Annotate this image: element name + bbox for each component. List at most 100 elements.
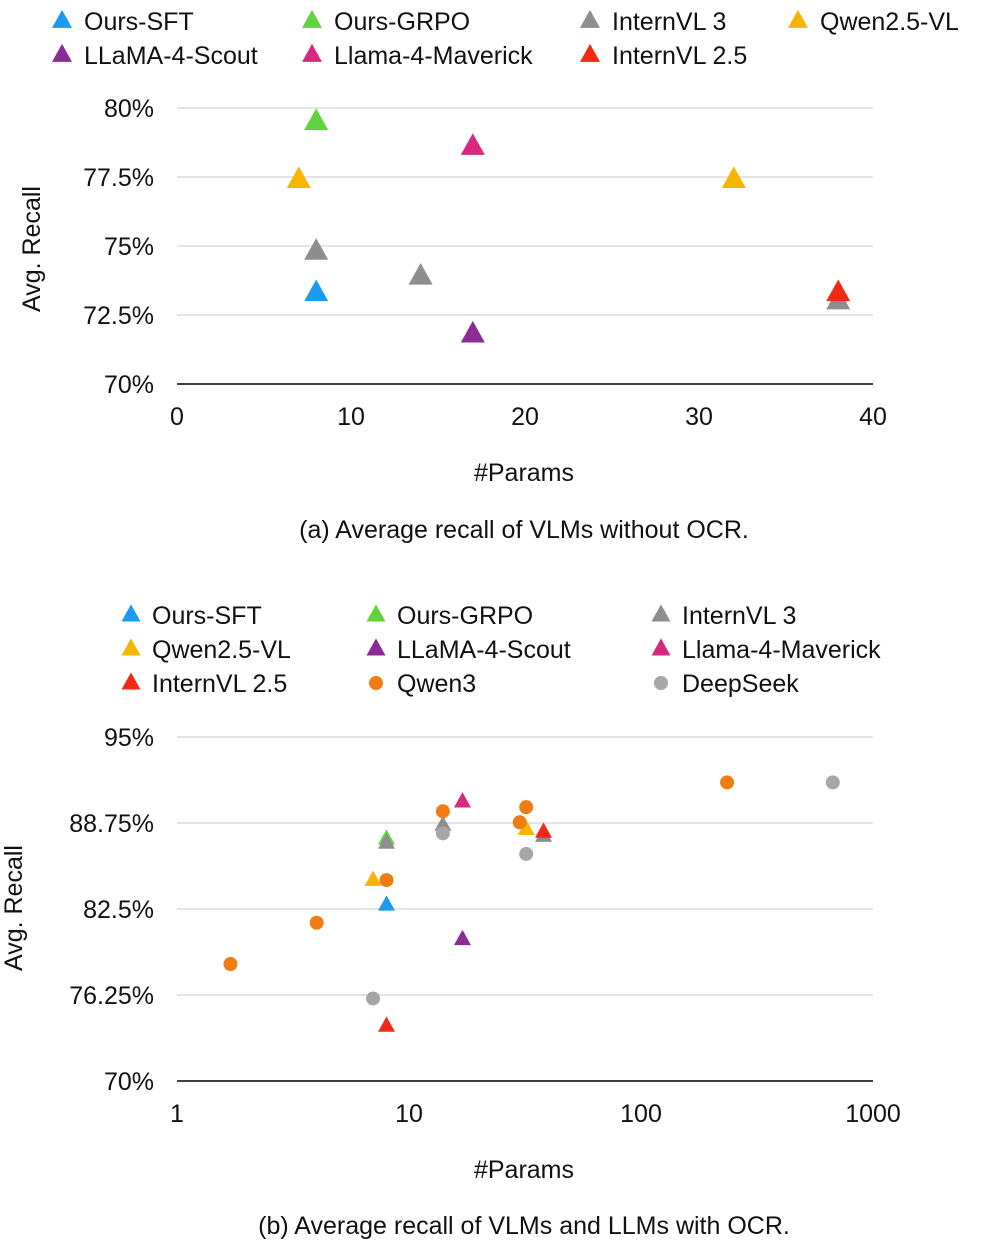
chart-b-point-deepseek (435, 826, 450, 841)
chart-a-legend: Ours-SFT Ours-GRPO InternVL 3 Qwen2.5-VL LLa… (52, 8, 959, 70)
chart-a-legend-marker-llama-4-scout (52, 43, 72, 62)
chart-b-legend-marker-llama-4-scout (366, 638, 386, 656)
chart-a-x-tick-label: 20 (511, 403, 539, 431)
chart-b-legend-label: LLaMA-4-Scout (397, 636, 571, 664)
chart-b-x-tick-label: 1 (170, 1100, 184, 1128)
chart-a-legend-label: Ours-SFT (84, 8, 194, 36)
chart-a-legend-label: Llama-4-Maverick (334, 42, 533, 70)
chart-b-point-qwen3 (519, 800, 534, 815)
chart-b-x-tick-label: 100 (620, 1100, 662, 1128)
chart-b-point-qwen3 (223, 957, 238, 972)
chart-a-caption: (a) Average recall of VLMs without OCR. (299, 516, 749, 544)
chart-b-point-qwen3 (309, 915, 324, 930)
chart-b-x-ticks: 1 10 100 1000 (170, 1100, 901, 1128)
chart-a-y-ticks: 70% 72.5% 75% 77.5% 80% (83, 95, 154, 399)
chart-b-legend-item-internvl-3: InternVL 3 (651, 602, 796, 630)
chart-a-x-ticks: 0 10 20 30 40 (170, 403, 887, 431)
chart-b-y-ticks: 70% 76.25% 82.5% 88.75% 95% (69, 724, 154, 1096)
chart-a-y-tick-label: 75% (104, 233, 154, 261)
chart-a-legend-label: LLaMA-4-Scout (84, 42, 258, 70)
chart-a-point-qwen2-5-vl (286, 166, 311, 188)
chart-b-point-llama-4-scout (453, 929, 471, 946)
chart-b-point-internvl-2-5 (378, 1016, 396, 1032)
chart-b-point-internvl-3 (378, 833, 396, 849)
chart-b-y-axis-title: Avg. Recall (0, 845, 28, 971)
chart-b-x-tick-label: 1000 (845, 1100, 901, 1128)
chart-a-x-axis-title: #Params (474, 459, 574, 487)
chart-a-legend-item-qwen2-5-vl: Qwen2.5-VL (788, 8, 959, 36)
chart-b-legend-label: InternVL 2.5 (152, 670, 287, 698)
chart-a-legend-marker-llama-4-maverick (302, 43, 322, 62)
chart-b-legend: Ours-SFT Ours-GRPO InternVL 3 Qwen2.5-VL LLa… (121, 602, 881, 698)
chart-a-marks (286, 108, 851, 343)
chart-a-point-ours-sft (304, 279, 329, 302)
chart-a-y-tick-label: 77.5% (83, 164, 154, 192)
chart-b-legend-item-ours-grpo: Ours-GRPO (366, 602, 533, 630)
chart-b: Ours-SFT Ours-GRPO InternVL 3 Qwen2.5-VL LLa… (0, 602, 901, 1240)
chart-b-legend-marker-qwen2-5-vl (121, 638, 141, 656)
chart-a-y-tick-label: 72.5% (83, 302, 154, 330)
chart-a-y-tick-label: 80% (104, 95, 154, 123)
chart-a-legend-label: InternVL 2.5 (612, 42, 747, 70)
chart-b-point-internvl-2-5 (535, 822, 553, 838)
chart-b-legend-item-llama-4-maverick: Llama-4-Maverick (651, 636, 881, 664)
chart-b-y-tick-label: 88.75% (69, 810, 154, 838)
chart-b-legend-item-deepseek: DeepSeek (654, 670, 799, 698)
chart-b-legend-item-qwen2-5-vl: Qwen2.5-VL (121, 636, 291, 664)
chart-a-legend-marker-ours-sft (52, 9, 72, 28)
chart-b-point-ours-sft (378, 895, 396, 911)
chart-b-legend-marker-ours-grpo (366, 604, 386, 622)
chart-b-y-tick-label: 70% (104, 1068, 154, 1096)
chart-a-legend-item-llama-4-maverick: Llama-4-Maverick (302, 42, 533, 70)
chart-a-point-internvl-3 (304, 238, 329, 260)
chart-b-point-qwen3 (720, 775, 735, 790)
chart-a-legend-label: Qwen2.5-VL (820, 8, 959, 36)
chart-b-point-deepseek (825, 775, 840, 790)
chart-b-marks (223, 775, 840, 1032)
chart-a-grid (177, 107, 873, 385)
chart-b-legend-label: Ours-SFT (152, 602, 262, 630)
chart-b-legend-marker-qwen3 (369, 676, 383, 690)
chart-a-legend-item-ours-sft: Ours-SFT (52, 8, 194, 36)
chart-b-legend-label: DeepSeek (682, 670, 799, 698)
chart-a-legend-marker-ours-grpo (302, 9, 322, 28)
chart-a-legend-marker-internvl-3 (580, 9, 600, 28)
chart-b-legend-label: Qwen3 (397, 670, 476, 698)
chart-b-x-tick-label: 10 (395, 1100, 423, 1128)
chart-b-legend-item-ours-sft: Ours-SFT (121, 602, 262, 630)
chart-b-point-qwen2-5-vl (517, 819, 535, 836)
chart-a-point-internvl-3 (408, 262, 433, 285)
chart-b-legend-marker-llama-4-maverick (651, 638, 671, 656)
chart-b-point-qwen3 (512, 815, 527, 830)
chart-a-point-llama-4-scout (460, 320, 485, 343)
chart-a-x-tick-label: 0 (170, 403, 184, 431)
chart-b-grid (177, 736, 873, 1082)
chart-a-x-tick-label: 40 (859, 403, 887, 431)
chart-a-point-llama-4-maverick (460, 133, 485, 155)
chart-b-legend-marker-deepseek (654, 676, 668, 690)
chart-b-legend-label: Qwen2.5-VL (152, 636, 291, 664)
chart-b-point-internvl-3 (434, 815, 452, 831)
chart-a-x-tick-label: 10 (337, 403, 365, 431)
chart-a-legend-marker-internvl-2-5 (580, 43, 600, 62)
chart-a-legend-item-ours-grpo: Ours-GRPO (302, 8, 470, 36)
chart-a-point-internvl-2-5 (826, 279, 851, 302)
chart-a-point-ours-grpo (304, 108, 329, 131)
chart-b-legend-label: Ours-GRPO (397, 602, 533, 630)
chart-b-legend-item-internvl-2-5: InternVL 2.5 (121, 670, 287, 698)
chart-b-legend-label: Llama-4-Maverick (682, 636, 881, 664)
chart-a-legend-label: InternVL 3 (612, 8, 726, 36)
chart-b-legend-marker-internvl-3 (651, 604, 671, 622)
chart-b-legend-marker-internvl-2-5 (121, 672, 141, 690)
chart-a-legend-label: Ours-GRPO (334, 8, 470, 36)
chart-a-legend-item-internvl-2-5: InternVL 2.5 (580, 42, 747, 70)
chart-a-legend-item-llama-4-scout: LLaMA-4-Scout (52, 42, 258, 70)
chart-b-point-qwen2-5-vl (364, 870, 382, 886)
chart-b-x-axis-title: #Params (474, 1156, 574, 1184)
chart-b-legend-label: InternVL 3 (682, 602, 796, 630)
chart-b-point-qwen3 (435, 804, 450, 819)
chart-b-legend-item-qwen3: Qwen3 (369, 670, 476, 698)
chart-b-legend-item-llama-4-scout: LLaMA-4-Scout (366, 636, 571, 664)
chart-b-point-qwen3 (379, 873, 394, 888)
